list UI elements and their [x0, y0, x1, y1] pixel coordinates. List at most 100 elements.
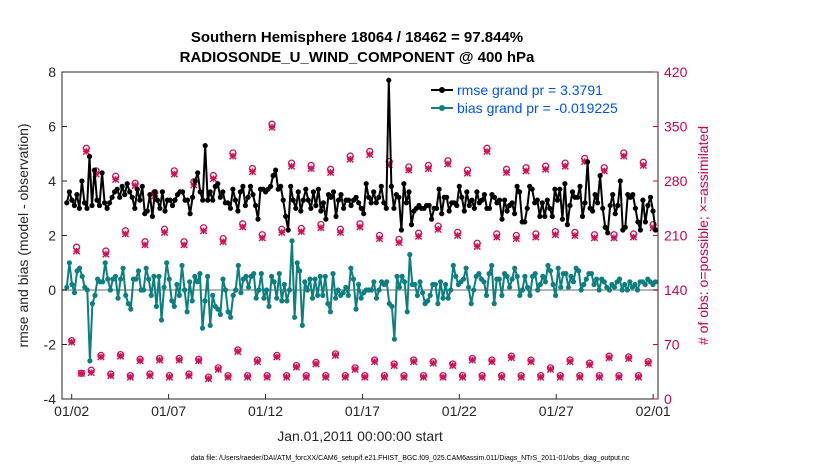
obs-assimilated-marker: [273, 353, 281, 361]
obs-assimilated-marker: [160, 228, 169, 237]
bias-point: [317, 273, 323, 279]
bias-point: [89, 301, 95, 307]
rmse-point: [315, 186, 321, 192]
rmse-point: [567, 202, 573, 209]
bias-point: [199, 325, 206, 331]
obs-assimilated-marker: [107, 371, 115, 380]
rmse-point: [180, 189, 186, 195]
bias-point: [545, 262, 551, 269]
obs-assimilated-marker: [116, 352, 125, 360]
rmse-point: [569, 189, 576, 195]
bias-point: [563, 271, 569, 277]
bias-point: [565, 284, 572, 290]
obs-assimilated-marker: [493, 233, 501, 241]
obs-assimilated-marker: [111, 175, 120, 184]
rmse-point: [127, 189, 133, 195]
bias-point: [320, 292, 326, 298]
rmse-point: [245, 194, 251, 200]
x-tick-label: 01/27: [539, 403, 574, 419]
rmse-point: [461, 208, 467, 214]
rmse-point: [205, 197, 211, 203]
bias-point: [440, 295, 446, 301]
bias-point: [279, 298, 285, 304]
obs-assimilated-marker: [517, 373, 525, 381]
obs-assimilated-marker: [595, 373, 604, 381]
bias-point: [120, 265, 126, 271]
x-tick-label: 01/12: [248, 403, 283, 419]
rmse-point: [91, 167, 98, 173]
rmse-point: [330, 189, 337, 195]
obs-assimilated-marker: [322, 373, 330, 381]
rmse-point: [346, 197, 352, 203]
rmse-point: [99, 170, 105, 176]
bias-point: [468, 301, 474, 307]
obs-assimilated-marker: [610, 234, 618, 242]
bias-point: [286, 287, 293, 293]
obs-assimilated-marker: [282, 373, 291, 381]
obs-assimilated-marker: [346, 155, 354, 163]
rmse-point: [255, 216, 261, 222]
rmse-point: [539, 200, 545, 206]
rmse-point: [406, 189, 412, 195]
obs-assimilated-marker: [502, 168, 511, 177]
bias-point: [123, 292, 129, 298]
obs-assimilated-marker: [405, 166, 413, 174]
bias-point: [412, 281, 418, 288]
bias-point: [166, 276, 172, 282]
bias-point: [652, 279, 659, 285]
bias-point: [112, 273, 119, 279]
bias-point: [555, 265, 561, 271]
bias-point: [87, 358, 93, 364]
rmse-point: [464, 189, 470, 195]
obs-assimilated-marker: [248, 167, 257, 176]
rmse-point: [323, 216, 329, 222]
rmse-point: [310, 189, 316, 195]
bias-point: [570, 279, 577, 285]
rmse-point: [564, 222, 571, 228]
rmse-point: [592, 192, 598, 198]
bias-point: [371, 279, 377, 285]
bias-point: [432, 281, 438, 288]
bias-point: [583, 276, 589, 282]
obs-assimilated-marker: [366, 150, 374, 159]
obs-assimilated-marker: [82, 147, 91, 156]
rmse-point: [602, 224, 608, 230]
rmse-point: [122, 192, 128, 198]
rmse-point: [242, 202, 248, 209]
bias-point: [148, 292, 154, 298]
rmse-point: [232, 197, 238, 203]
rmse-point: [559, 216, 566, 222]
rmse-point: [486, 205, 493, 211]
rmse-point: [622, 224, 628, 230]
rmse-point: [408, 222, 415, 228]
rmse-point: [328, 194, 334, 200]
bias-point: [107, 287, 113, 293]
rmse-point: [283, 213, 289, 219]
bias-point: [581, 281, 587, 288]
obs-assimilated-marker: [361, 373, 369, 381]
obs-assimilated-marker: [571, 231, 579, 240]
rmse-point: [361, 211, 367, 217]
bias-point: [333, 295, 339, 301]
y-tick-label-left: 8: [48, 64, 56, 80]
rmse-point: [491, 194, 498, 200]
obs-assimilated-marker: [629, 233, 638, 241]
obs-assimilated-marker: [600, 167, 608, 175]
bias-point: [128, 306, 134, 312]
obs-assimilated-marker: [278, 228, 286, 237]
bias-point: [553, 292, 559, 298]
obs-assimilated-marker: [473, 242, 481, 251]
legend: rmse grand pr = 3.3791 bias grand pr = -…: [431, 82, 618, 116]
rmse-point: [585, 159, 591, 165]
rmse-point: [650, 208, 656, 214]
obs-assimilated-marker: [224, 373, 232, 381]
bias-point: [389, 303, 395, 309]
bias-point: [483, 292, 490, 298]
bias-point: [407, 252, 413, 258]
rmse-point: [252, 202, 259, 209]
obs-assimilated-marker: [527, 357, 535, 366]
obs-assimilated-marker: [605, 354, 613, 362]
obs-assimilated-marker: [102, 250, 110, 258]
bias-point: [437, 279, 444, 285]
bias-point: [532, 271, 538, 277]
